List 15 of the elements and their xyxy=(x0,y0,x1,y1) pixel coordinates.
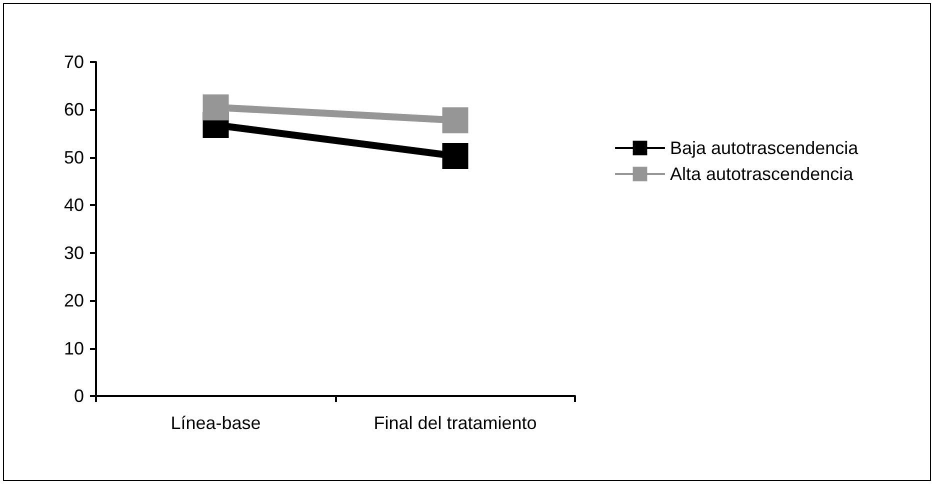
point xyxy=(442,107,468,134)
point xyxy=(202,94,229,120)
y-tick-label: 10 xyxy=(64,338,84,358)
legend-label: Baja autotrascendencia xyxy=(670,138,860,158)
y-tick-label: 60 xyxy=(64,100,84,120)
y-tick-label: 40 xyxy=(64,195,84,216)
y-tick-label: 70 xyxy=(64,52,84,72)
y-tick-label: 30 xyxy=(64,242,84,263)
x-tick-label: Final del tratamiento xyxy=(374,413,537,433)
x-tick-label: Línea-base xyxy=(170,413,261,433)
y-tick-label: 20 xyxy=(64,290,84,311)
legend-label: Alta autotrascendencia xyxy=(670,164,854,184)
point xyxy=(442,142,468,169)
y-tick-label: 0 xyxy=(74,386,84,406)
y-tick-label: 50 xyxy=(64,147,84,168)
